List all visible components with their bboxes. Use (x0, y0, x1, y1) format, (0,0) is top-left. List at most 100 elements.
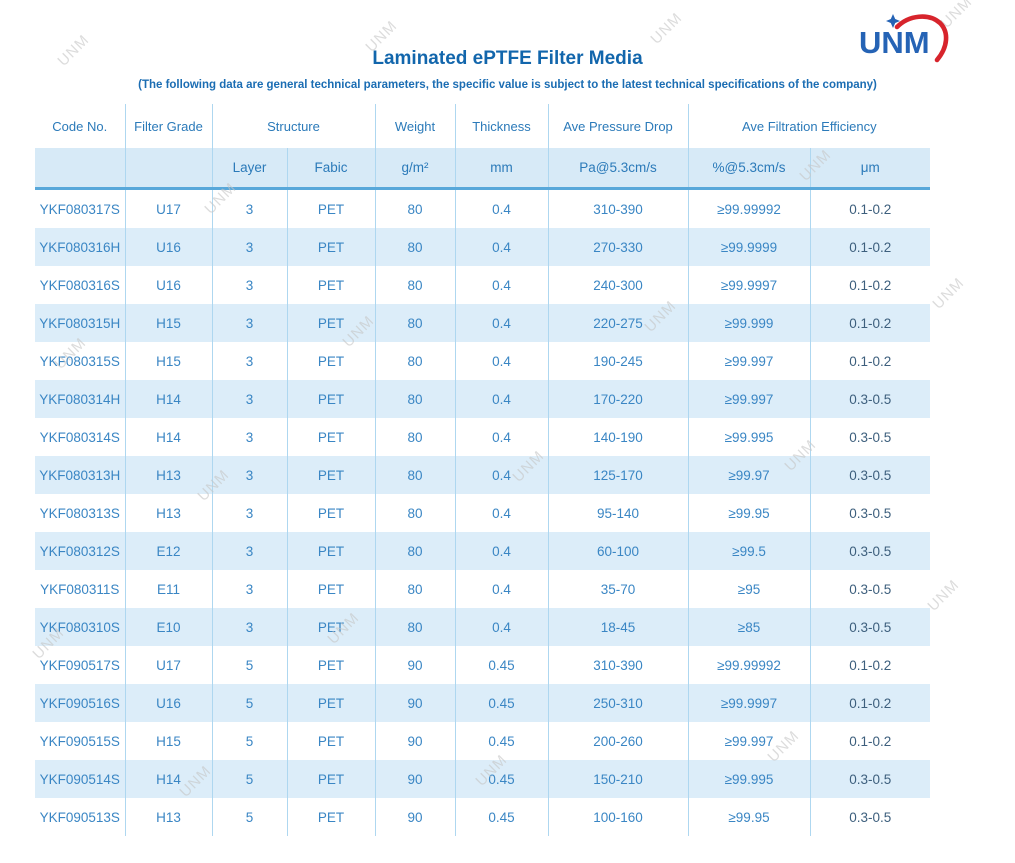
unit-layer: Layer (211, 148, 287, 190)
cell-weight: 90 (374, 722, 455, 760)
cell-code-no: YKF080311S (40, 581, 120, 597)
unit-weight: g/m² (374, 148, 455, 190)
cell-particle-size: 0.3-0.5 (809, 418, 931, 456)
watermark-text: UNM (924, 576, 963, 615)
cell-filter-grade: U16 (124, 228, 212, 266)
cell-efficiency: ≥99.97 (687, 456, 810, 494)
cell-efficiency: ≥85 (687, 608, 810, 646)
cell-thickness: 0.4 (454, 494, 548, 532)
cell-filter-grade: H15 (124, 722, 212, 760)
cell-efficiency: ≥99.99992 (687, 646, 810, 684)
cell-thickness: 0.4 (454, 608, 548, 646)
header-group-row: Code No. Filter Grade Structure Weight T… (35, 104, 931, 148)
cell-filter-grade: H14 (124, 380, 212, 418)
cell-layer: 5 (211, 646, 287, 684)
cell-code-no: YKF080315H (35, 304, 125, 342)
cell-efficiency: ≥99.95 (687, 494, 810, 532)
table-row: YKF080314H H14 3 PET 80 0.4 170-220 ≥99.997 0.3-… (35, 380, 931, 418)
cell-efficiency: ≥99.997 (687, 342, 810, 380)
cell-layer: 3 (211, 418, 287, 456)
cell-particle-size: 0.1-0.2 (809, 722, 931, 760)
cell-layer: 3 (211, 342, 287, 380)
table-row: YKF080313H H13 3 PET 80 0.4 125-170 ≥99.97 0.3-0… (35, 456, 931, 494)
cell-pressure-drop: 270-330 (547, 228, 688, 266)
cell-filter-grade: U17 (124, 646, 212, 684)
table-row: YKF090513S H13 5 PET 90 0.45 100-160 ≥99.95 0.3-… (35, 798, 931, 836)
cell-filter-grade: H13 (124, 798, 212, 836)
cell-thickness: 0.45 (454, 722, 548, 760)
col-header-code-no: Code No. (35, 104, 125, 148)
cell-pressure-drop: 310-390 (547, 188, 688, 228)
cell-code-no: YKF080316S (39, 277, 120, 293)
cell-layer: 5 (211, 760, 287, 798)
cell-pressure-drop: 190-245 (547, 342, 688, 380)
cell-particle-size: 0.3-0.5 (809, 456, 931, 494)
col-header-weight: Weight (374, 104, 455, 148)
cell-particle-size: 0.1-0.2 (809, 342, 931, 380)
page-title: Laminated ePTFE Filter Media (372, 48, 643, 69)
cell-code-no: YKF090515S (39, 733, 120, 749)
cell-efficiency: ≥99.95 (687, 798, 810, 836)
cell-filter-grade: U16 (124, 266, 212, 304)
table-row: YKF090516S U16 5 PET 90 0.45 250-310 ≥99.9997 0.… (35, 684, 931, 722)
unit-thickness: mm (454, 148, 548, 190)
cell-thickness: 0.45 (454, 798, 548, 836)
cell-thickness: 0.45 (454, 646, 548, 684)
cell-code-no: YKF090513S (39, 809, 120, 825)
cell-layer: 5 (211, 684, 287, 722)
table-row: YKF080315S H15 3 PET 80 0.4 190-245 ≥99.997 0.1-… (35, 342, 931, 380)
cell-pressure-drop: 150-210 (547, 760, 688, 798)
cell-pressure-drop: 60-100 (547, 532, 688, 570)
cell-thickness: 0.4 (454, 570, 548, 608)
cell-pressure-drop: 125-170 (547, 456, 688, 494)
cell-weight: 80 (374, 188, 455, 228)
cell-filter-grade: U16 (124, 684, 212, 722)
cell-fabic: PET (286, 228, 375, 266)
cell-thickness: 0.4 (454, 418, 548, 456)
cell-weight: 80 (374, 608, 455, 646)
cell-fabic: PET (286, 494, 375, 532)
cell-thickness: 0.45 (454, 684, 548, 722)
unit-pressure-drop: Pa@5.3cm/s (547, 148, 688, 190)
col-header-thickness: Thickness (454, 104, 548, 148)
watermark-text: UNM (929, 274, 968, 313)
table-row: YKF080314S H14 3 PET 80 0.4 140-190 ≥99.995 0.3-… (35, 418, 931, 456)
cell-layer: 3 (211, 608, 287, 646)
cell-code-no: YKF080310S (35, 608, 125, 646)
cell-filter-grade: H14 (124, 760, 212, 798)
cell-efficiency: ≥99.9997 (687, 684, 810, 722)
logo-text: UNM (859, 25, 930, 60)
cell-pressure-drop: 220-275 (547, 304, 688, 342)
cell-filter-grade: U17 (124, 188, 212, 228)
cell-pressure-drop: 95-140 (547, 494, 688, 532)
cell-layer: 3 (211, 532, 287, 570)
cell-fabic: PET (286, 570, 375, 608)
cell-layer: 3 (211, 456, 287, 494)
table-row: YKF080315H H15 3 PET 80 0.4 220-275 ≥99.999 0.1-… (35, 304, 931, 342)
unm-logo: UNM (859, 12, 951, 64)
cell-efficiency: ≥95 (687, 570, 810, 608)
cell-particle-size: 0.1-0.2 (809, 684, 931, 722)
cell-weight: 80 (374, 342, 455, 380)
cell-filter-grade: H15 (124, 304, 212, 342)
col-header-filtration-efficiency: Ave Filtration Efficiency (687, 104, 931, 148)
cell-particle-size: 0.3-0.5 (809, 494, 931, 532)
cell-code-no: YKF080312S (35, 532, 125, 570)
unit-particle-size: μm (809, 148, 931, 190)
cell-filter-grade: E10 (124, 608, 212, 646)
cell-filter-grade: H15 (124, 342, 212, 380)
table-row: YKF080313S H13 3 PET 80 0.4 95-140 ≥99.95 0.3-0.… (35, 494, 931, 532)
cell-layer: 3 (211, 188, 287, 228)
cell-thickness: 0.4 (454, 266, 548, 304)
cell-thickness: 0.4 (454, 188, 548, 228)
cell-fabic: PET (286, 684, 375, 722)
cell-particle-size: 0.1-0.2 (809, 228, 931, 266)
cell-efficiency: ≥99.997 (687, 380, 810, 418)
cell-code-no: YKF080314S (39, 429, 120, 445)
col-header-filter-grade: Filter Grade (124, 104, 212, 148)
cell-weight: 80 (374, 304, 455, 342)
logo-swoosh-icon (894, 14, 949, 63)
cell-particle-size: 0.1-0.2 (809, 304, 931, 342)
cell-fabic: PET (286, 798, 375, 836)
unit-code-no-empty (35, 148, 125, 190)
